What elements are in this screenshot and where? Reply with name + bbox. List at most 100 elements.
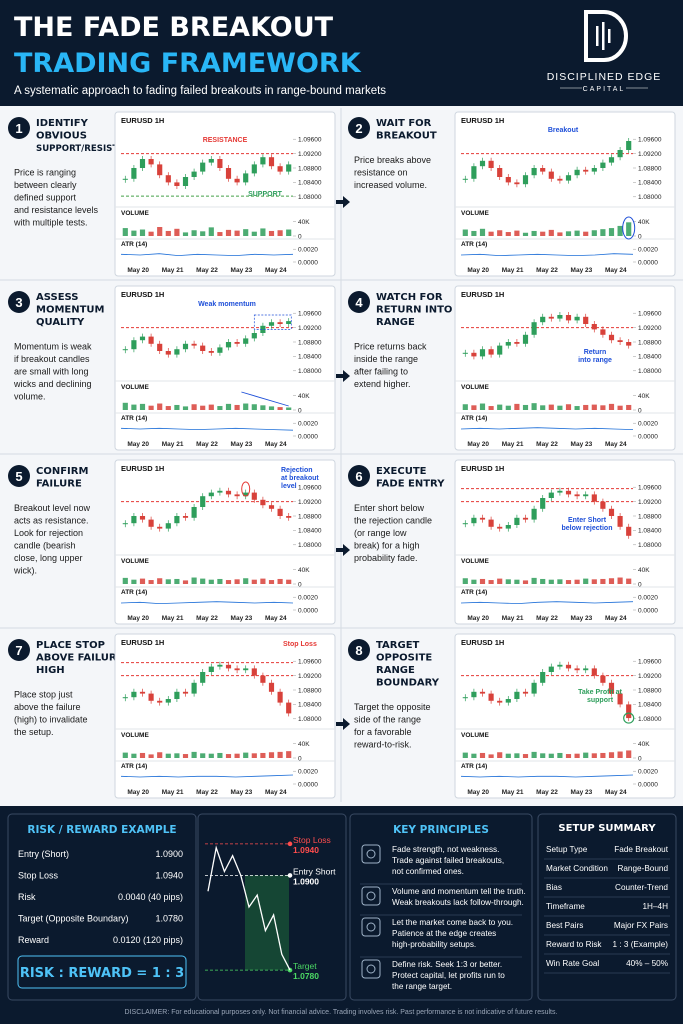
annotation: into range [578, 357, 612, 364]
atr-tick-label: 0.0000 [638, 607, 658, 614]
volume-bar [200, 405, 206, 410]
candle [505, 177, 511, 183]
candle [131, 516, 137, 524]
candle [626, 704, 632, 719]
annotation: at breakout [281, 475, 319, 482]
volume-bar [531, 577, 537, 584]
volume-bar [277, 230, 283, 236]
step-text: acts as resistance. [14, 516, 89, 526]
candle [157, 164, 163, 176]
candle [540, 168, 546, 172]
volume-bar [617, 751, 623, 758]
candle [574, 494, 580, 497]
atr-line [460, 253, 634, 257]
header-background [0, 0, 683, 106]
principle-text: Patience at the edge creates [392, 929, 496, 938]
volume-bar [514, 403, 520, 410]
volume-bar [505, 753, 511, 758]
candle [514, 182, 520, 185]
rejection-highlight [241, 481, 251, 497]
step-number: 8 [355, 643, 362, 658]
volume-bar [514, 230, 520, 236]
candle [139, 516, 146, 520]
volume-bar [531, 403, 537, 410]
atr-label: ATR (14) [461, 763, 487, 770]
step-text: resistance on [354, 168, 408, 178]
volume-bar [479, 228, 486, 236]
step-text: wicks and declining [13, 379, 92, 389]
step-number-badge [8, 639, 30, 661]
flow-arrow [336, 196, 350, 208]
step-text: volume. [14, 392, 46, 402]
volume-bar [548, 229, 554, 236]
x-tick-label: May 24 [605, 441, 627, 448]
flow-arrow [336, 718, 350, 730]
volume-bar [131, 753, 137, 758]
step-text: Enter short below [354, 503, 425, 513]
candle [225, 490, 232, 495]
principle-icon [361, 886, 381, 906]
price-tick-label: 1.08400 [638, 702, 662, 709]
volume-tick-label: 40K [638, 393, 650, 400]
atr-line [460, 427, 634, 430]
candle [200, 162, 206, 172]
price-tick-label: 1.08000 [638, 542, 662, 549]
volume-bar [208, 227, 214, 236]
volume-bar [217, 406, 223, 410]
candle [234, 668, 240, 671]
x-tick-label: May 23 [231, 615, 253, 622]
summary-value: Fade Breakout [614, 845, 668, 854]
volume-bar [286, 229, 292, 236]
volume-bar [531, 751, 537, 758]
x-tick-label: May 22 [536, 615, 558, 622]
volume-bar [157, 752, 163, 758]
volume-tick-label: 0 [638, 581, 642, 588]
chart-symbol: EURUSD 1H [121, 290, 164, 299]
candle [608, 508, 615, 516]
volume-bar [260, 578, 266, 584]
volume-bar [251, 579, 257, 584]
ratio-box [17, 955, 187, 989]
chart-symbol: EURUSD 1H [461, 464, 504, 473]
candle [617, 693, 623, 705]
candle [557, 490, 563, 493]
risk-row-value: 0.0040 (40 pips) [118, 892, 183, 902]
volume-bar [488, 406, 494, 410]
candle [488, 519, 494, 527]
volume-bar [157, 227, 163, 236]
volume-bar [208, 753, 214, 758]
price-tick-label: 1.08400 [638, 528, 662, 535]
volume-bar [497, 578, 503, 584]
candle [591, 494, 597, 502]
volume-bar [157, 403, 163, 410]
volume-bar [626, 222, 632, 236]
volume-bar [471, 405, 477, 410]
volume-bar [522, 580, 529, 584]
x-tick-label: May 21 [502, 615, 524, 622]
trade-path [207, 845, 291, 971]
summary-label: Timeframe [546, 902, 585, 911]
annotation: Breakout [548, 127, 579, 134]
candle [617, 150, 623, 158]
candle [217, 664, 223, 667]
candle [514, 342, 520, 344]
candle [522, 334, 529, 344]
volume-bar [191, 230, 197, 236]
step-number: 3 [15, 295, 22, 310]
atr-tick-label: 0.0000 [298, 259, 318, 266]
step-title: EXECUTE [376, 466, 427, 477]
chart-symbol: EURUSD 1H [121, 116, 164, 125]
atr-tick-label: 0.0020 [638, 595, 658, 602]
candle [471, 352, 477, 357]
x-tick-label: May 20 [467, 615, 489, 622]
step-text: Breakout level now [14, 503, 91, 513]
candle [268, 322, 275, 326]
candle [462, 697, 468, 699]
candle [505, 699, 511, 703]
title-line-2: TRADING FRAMEWORK [14, 48, 362, 79]
step-text: probability fade. [354, 553, 418, 563]
volume-tick-label: 40K [298, 219, 310, 226]
principle-text: Let the market come back to you. [392, 918, 513, 927]
volume-bar [505, 579, 511, 584]
candle [243, 668, 249, 671]
